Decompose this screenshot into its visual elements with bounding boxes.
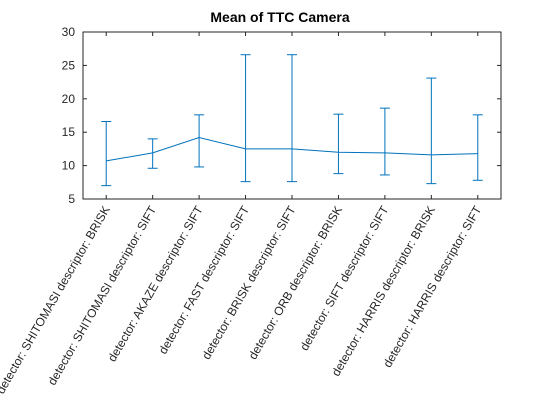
mean-line (106, 137, 478, 162)
x-tick-label: detector: AKAZE descriptor: SIFT (105, 203, 206, 364)
y-axis: 5 10 15 20 25 30 (62, 25, 501, 206)
x-tick-label: detector: HARRIS descriptor: SIFT (380, 203, 484, 370)
y-tick-label: 15 (62, 125, 76, 139)
chart-title: Mean of TTC Camera (210, 9, 349, 25)
x-tick-label: detector: SIFT descriptor: SIFT (297, 203, 392, 353)
x-tick-label: detector: FAST descriptor: SIFT (156, 203, 253, 357)
x-tick-label: detector: ORB descriptor: BRISK (246, 204, 345, 362)
y-tick-label: 25 (62, 58, 76, 72)
y-tick-label: 30 (62, 25, 76, 39)
error-bars (101, 54, 483, 187)
y-tick-label: 20 (62, 92, 76, 106)
y-tick-label: 10 (62, 159, 76, 173)
x-tick-label: detector: BRISK descriptor: SIFT (199, 203, 299, 362)
y-tick-label: 5 (68, 192, 75, 206)
